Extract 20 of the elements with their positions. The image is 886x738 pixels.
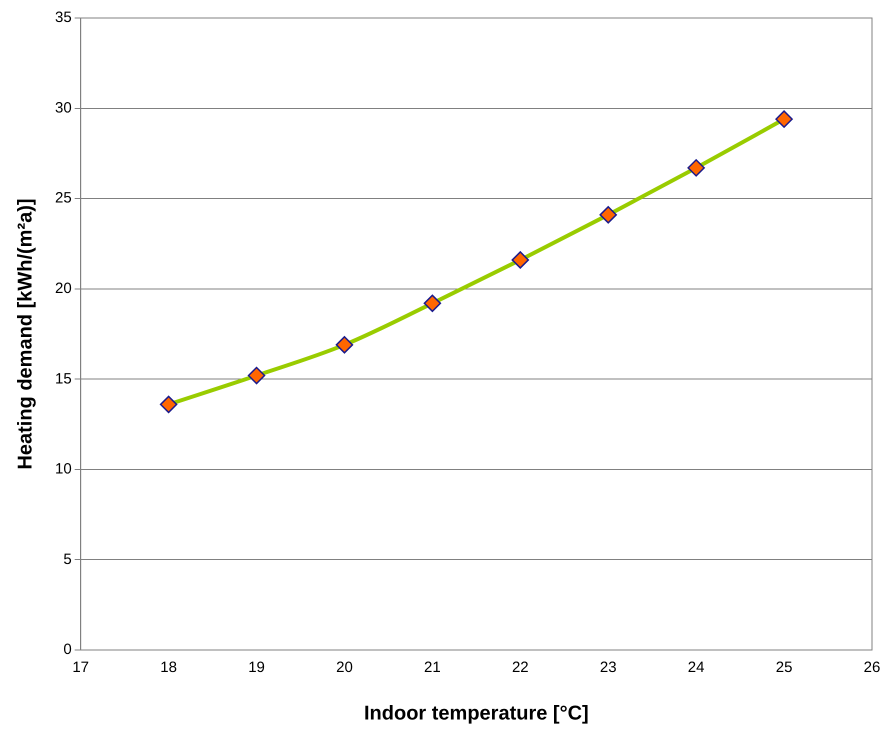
y-tick-label: 15: [54, 370, 72, 388]
y-axis-title: Heating demand [kWh/(m²a)]: [14, 198, 37, 470]
x-tick-label: 25: [776, 659, 792, 676]
y-tick-label: 0: [63, 641, 72, 658]
x-tick-label: 20: [336, 659, 353, 676]
y-tick-label: 10: [54, 460, 72, 478]
x-tick-label: 19: [248, 659, 265, 676]
x-tick-label: 22: [512, 659, 529, 676]
x-axis-title: Indoor temperature [°C]: [364, 702, 589, 725]
x-tick-label: 23: [600, 659, 617, 676]
y-tick-label: 30: [54, 99, 72, 116]
y-tick-label: 5: [63, 550, 72, 568]
y-tick-label: 20: [54, 280, 72, 297]
x-tick-label: 18: [160, 659, 177, 676]
x-tick-label: 26: [864, 659, 880, 676]
y-tick-label: 25: [54, 190, 72, 207]
x-tick-label: 17: [72, 659, 90, 676]
x-tick-label: 21: [424, 659, 441, 676]
y-tick-label: 35: [54, 9, 72, 26]
x-tick-label: 24: [688, 659, 704, 676]
